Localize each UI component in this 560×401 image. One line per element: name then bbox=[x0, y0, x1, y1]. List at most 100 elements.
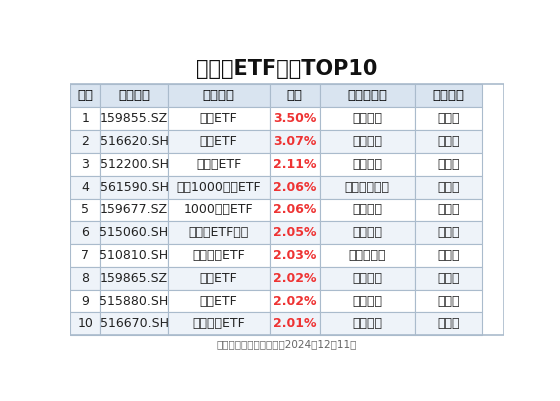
FancyBboxPatch shape bbox=[70, 198, 100, 221]
FancyBboxPatch shape bbox=[70, 153, 100, 176]
FancyBboxPatch shape bbox=[270, 153, 320, 176]
FancyBboxPatch shape bbox=[70, 107, 100, 130]
FancyBboxPatch shape bbox=[415, 153, 482, 176]
Text: 6: 6 bbox=[81, 226, 89, 239]
FancyBboxPatch shape bbox=[167, 84, 270, 107]
Text: 中证1000增强ETF: 中证1000增强ETF bbox=[176, 181, 261, 194]
FancyBboxPatch shape bbox=[415, 244, 482, 267]
FancyBboxPatch shape bbox=[100, 107, 167, 130]
Text: 2.02%: 2.02% bbox=[273, 295, 316, 308]
Text: 房地产ETF基金: 房地产ETF基金 bbox=[189, 226, 249, 239]
FancyBboxPatch shape bbox=[70, 84, 100, 107]
FancyBboxPatch shape bbox=[415, 176, 482, 198]
Text: 银华基金: 银华基金 bbox=[352, 112, 382, 125]
FancyBboxPatch shape bbox=[70, 312, 100, 335]
Text: 516620.SH: 516620.SH bbox=[100, 135, 169, 148]
FancyBboxPatch shape bbox=[270, 267, 320, 290]
FancyBboxPatch shape bbox=[320, 312, 415, 335]
Text: 9: 9 bbox=[81, 295, 89, 308]
FancyBboxPatch shape bbox=[100, 221, 167, 244]
FancyBboxPatch shape bbox=[270, 221, 320, 244]
FancyBboxPatch shape bbox=[70, 244, 100, 267]
FancyBboxPatch shape bbox=[415, 267, 482, 290]
FancyBboxPatch shape bbox=[415, 84, 482, 107]
FancyBboxPatch shape bbox=[167, 107, 270, 130]
Text: 1000增强ETF: 1000增强ETF bbox=[184, 203, 254, 217]
FancyBboxPatch shape bbox=[100, 312, 167, 335]
FancyBboxPatch shape bbox=[415, 312, 482, 335]
Text: 上海国企ETF: 上海国企ETF bbox=[192, 249, 245, 262]
Text: 汇添富基金: 汇添富基金 bbox=[348, 249, 386, 262]
Text: 股票型: 股票型 bbox=[437, 295, 460, 308]
FancyBboxPatch shape bbox=[70, 130, 100, 153]
FancyBboxPatch shape bbox=[100, 130, 167, 153]
FancyBboxPatch shape bbox=[100, 244, 167, 267]
FancyBboxPatch shape bbox=[70, 267, 100, 290]
FancyBboxPatch shape bbox=[320, 221, 415, 244]
FancyBboxPatch shape bbox=[167, 153, 270, 176]
FancyBboxPatch shape bbox=[167, 130, 270, 153]
Text: 512200.SH: 512200.SH bbox=[100, 158, 169, 171]
Text: 7: 7 bbox=[81, 249, 89, 262]
FancyBboxPatch shape bbox=[270, 312, 320, 335]
FancyBboxPatch shape bbox=[320, 176, 415, 198]
FancyBboxPatch shape bbox=[70, 176, 100, 198]
FancyBboxPatch shape bbox=[167, 221, 270, 244]
FancyBboxPatch shape bbox=[320, 244, 415, 267]
Text: 10: 10 bbox=[77, 317, 93, 330]
Text: 516670.SH: 516670.SH bbox=[100, 317, 169, 330]
Text: 证券代码: 证券代码 bbox=[118, 89, 150, 102]
FancyBboxPatch shape bbox=[100, 153, 167, 176]
Text: 非货币ETF涨幅TOP10: 非货币ETF涨幅TOP10 bbox=[197, 59, 377, 79]
Text: 股票型: 股票型 bbox=[437, 203, 460, 217]
Text: 515060.SH: 515060.SH bbox=[100, 226, 169, 239]
FancyBboxPatch shape bbox=[70, 290, 100, 312]
FancyBboxPatch shape bbox=[320, 130, 415, 153]
Text: 华泰柏瑞基金: 华泰柏瑞基金 bbox=[345, 181, 390, 194]
Text: 510810.SH: 510810.SH bbox=[100, 249, 169, 262]
FancyBboxPatch shape bbox=[320, 290, 415, 312]
FancyBboxPatch shape bbox=[167, 244, 270, 267]
FancyBboxPatch shape bbox=[270, 244, 320, 267]
Text: 2.03%: 2.03% bbox=[273, 249, 316, 262]
Text: 基金管理人: 基金管理人 bbox=[347, 89, 388, 102]
FancyBboxPatch shape bbox=[415, 221, 482, 244]
FancyBboxPatch shape bbox=[100, 267, 167, 290]
Text: 招商基金: 招商基金 bbox=[352, 317, 382, 330]
Text: 股票型: 股票型 bbox=[437, 181, 460, 194]
FancyBboxPatch shape bbox=[270, 176, 320, 198]
Text: 投资类型: 投资类型 bbox=[433, 89, 465, 102]
FancyBboxPatch shape bbox=[167, 290, 270, 312]
Text: 3.50%: 3.50% bbox=[273, 112, 316, 125]
Text: 159855.SZ: 159855.SZ bbox=[100, 112, 168, 125]
Text: 数据来源：沪深交易所，2024年12月11日: 数据来源：沪深交易所，2024年12月11日 bbox=[217, 339, 357, 349]
Text: 股票型: 股票型 bbox=[437, 112, 460, 125]
Text: 股票型: 股票型 bbox=[437, 317, 460, 330]
Text: 4: 4 bbox=[81, 181, 89, 194]
Text: 银华基金: 银华基金 bbox=[352, 203, 382, 217]
FancyBboxPatch shape bbox=[100, 84, 167, 107]
Text: 畜牧养殖ETF: 畜牧养殖ETF bbox=[192, 317, 245, 330]
Text: 2.05%: 2.05% bbox=[273, 226, 316, 239]
Text: 国泰基金: 国泰基金 bbox=[352, 295, 382, 308]
Text: 股票型: 股票型 bbox=[437, 272, 460, 285]
FancyBboxPatch shape bbox=[415, 290, 482, 312]
Text: 2.02%: 2.02% bbox=[273, 272, 316, 285]
Text: 通信ETF: 通信ETF bbox=[200, 295, 237, 308]
FancyBboxPatch shape bbox=[167, 267, 270, 290]
FancyBboxPatch shape bbox=[320, 267, 415, 290]
Text: 股票型: 股票型 bbox=[437, 226, 460, 239]
Text: 159865.SZ: 159865.SZ bbox=[100, 272, 168, 285]
FancyBboxPatch shape bbox=[415, 130, 482, 153]
FancyBboxPatch shape bbox=[100, 290, 167, 312]
Text: 股票型: 股票型 bbox=[437, 158, 460, 171]
Text: 5: 5 bbox=[81, 203, 89, 217]
Text: 2.06%: 2.06% bbox=[273, 203, 316, 217]
FancyBboxPatch shape bbox=[167, 312, 270, 335]
Text: 2: 2 bbox=[81, 135, 89, 148]
Text: 515880.SH: 515880.SH bbox=[99, 295, 169, 308]
Text: 国泰基金: 国泰基金 bbox=[352, 135, 382, 148]
Text: 涨幅: 涨幅 bbox=[287, 89, 302, 102]
FancyBboxPatch shape bbox=[320, 84, 415, 107]
FancyBboxPatch shape bbox=[100, 198, 167, 221]
